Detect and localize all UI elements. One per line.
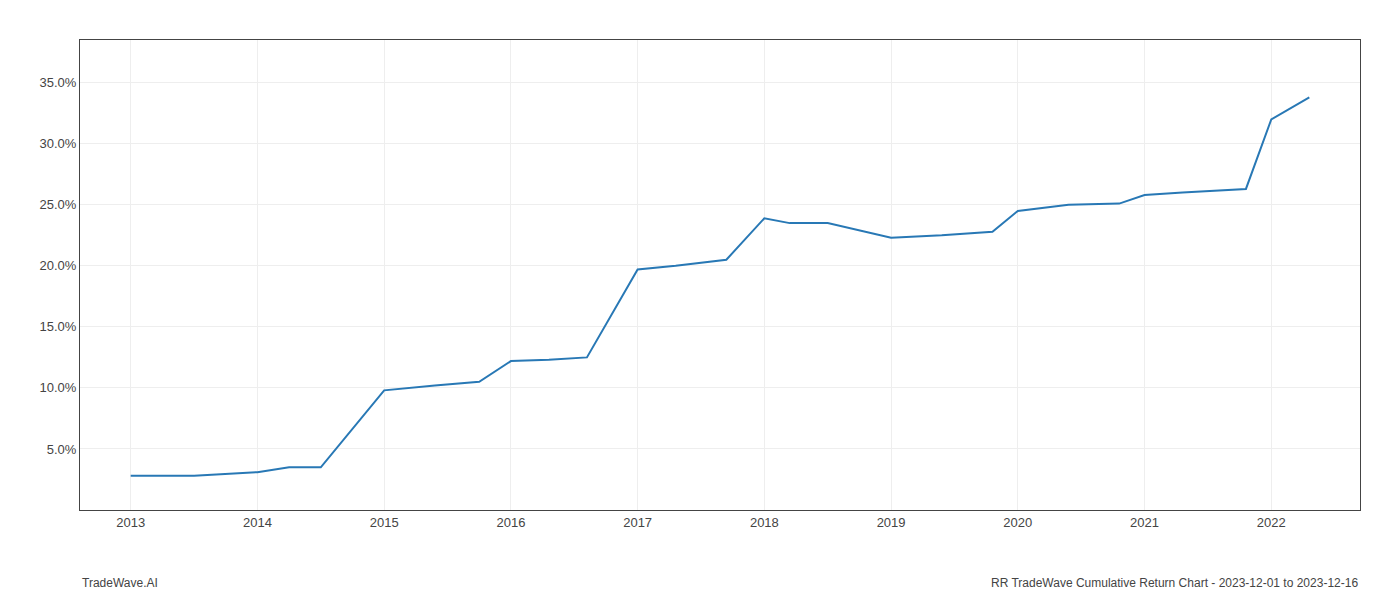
svg-text:2018: 2018 <box>750 515 779 530</box>
svg-text:2021: 2021 <box>1130 515 1159 530</box>
svg-text:2013: 2013 <box>116 515 145 530</box>
svg-text:TradeWave.AI: TradeWave.AI <box>82 576 158 590</box>
svg-text:30.0%: 30.0% <box>40 136 77 151</box>
svg-text:25.0%: 25.0% <box>40 197 77 212</box>
svg-text:2020: 2020 <box>1003 515 1032 530</box>
svg-text:RR TradeWave Cumulative Return: RR TradeWave Cumulative Return Chart - 2… <box>991 576 1358 590</box>
svg-text:2015: 2015 <box>370 515 399 530</box>
svg-text:2016: 2016 <box>496 515 525 530</box>
svg-text:20.0%: 20.0% <box>40 258 77 273</box>
svg-text:10.0%: 10.0% <box>40 380 77 395</box>
svg-text:2017: 2017 <box>623 515 652 530</box>
svg-text:35.0%: 35.0% <box>40 75 77 90</box>
svg-text:2019: 2019 <box>877 515 906 530</box>
svg-text:5.0%: 5.0% <box>47 442 77 457</box>
svg-text:15.0%: 15.0% <box>40 319 77 334</box>
svg-text:2022: 2022 <box>1257 515 1286 530</box>
svg-text:2014: 2014 <box>243 515 272 530</box>
